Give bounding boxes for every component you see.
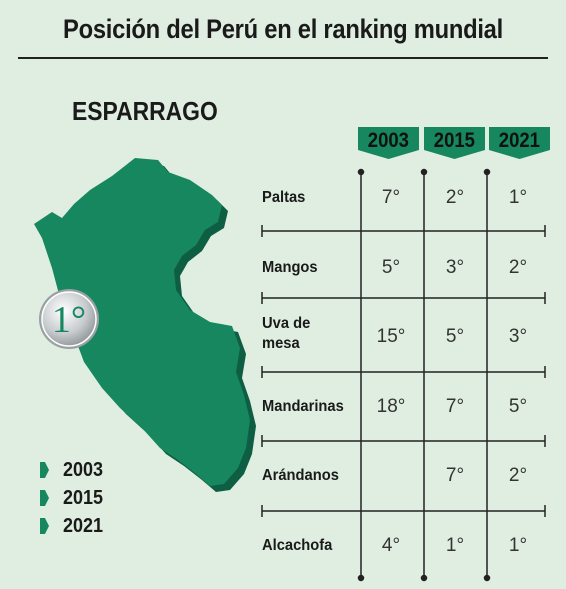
- row-label-paltas: Paltas: [262, 189, 306, 206]
- year-header-2021: 2021: [489, 127, 550, 159]
- cell-arandanos-2021: 2°: [508, 465, 528, 486]
- cell-uva-2021: 3°: [508, 326, 528, 347]
- cell-mangos-2021: 2°: [508, 257, 528, 278]
- legend: 2003 2015 2021: [40, 456, 108, 540]
- cell-arandanos-2015: 7°: [445, 465, 465, 486]
- medal-icon: 1°: [39, 289, 99, 349]
- cell-alcachofa-2015: 1°: [445, 535, 465, 556]
- legend-item-2015: 2015: [40, 484, 108, 512]
- cell-alcachofa-2003: 4°: [381, 535, 401, 556]
- legend-marker-icon: [40, 518, 49, 534]
- year-header-2015: 2015: [424, 127, 485, 159]
- legend-label: 2021: [63, 514, 104, 537]
- cell-paltas-2003: 7°: [381, 187, 401, 208]
- cell-alcachofa-2021: 1°: [508, 535, 528, 556]
- cell-paltas-2015: 2°: [445, 187, 465, 208]
- cell-mangos-2015: 3°: [445, 257, 465, 278]
- legend-item-2003: 2003: [40, 456, 108, 484]
- cell-uva-2015: 5°: [445, 326, 465, 347]
- legend-label: 2003: [63, 458, 104, 481]
- cell-mandarinas-2003: 18°: [376, 396, 406, 417]
- row-label-mandarinas: Mandarinas: [262, 398, 344, 415]
- row-label-arandanos: Arándanos: [262, 467, 339, 484]
- row-label-alcachofa: Alcachofa: [262, 537, 333, 554]
- legend-marker-icon: [40, 490, 49, 506]
- cell-mandarinas-2015: 7°: [445, 396, 465, 417]
- page-title: Posición del Perú en el ranking mundial: [63, 14, 503, 44]
- medal-rank: 1°: [52, 299, 86, 341]
- cell-mandarinas-2021: 5°: [508, 396, 528, 417]
- legend-item-2021: 2021: [40, 512, 108, 540]
- cell-mangos-2003: 5°: [381, 257, 401, 278]
- title-divider: [18, 57, 548, 59]
- year-header-2003: 2003: [358, 127, 419, 159]
- legend-label: 2015: [63, 486, 104, 509]
- cell-uva-2003: 15°: [376, 326, 406, 347]
- legend-marker-icon: [40, 462, 49, 478]
- cell-paltas-2021: 1°: [508, 187, 528, 208]
- product-heading: ESPARRAGO: [72, 96, 218, 126]
- row-label-mangos: Mangos: [262, 259, 318, 276]
- row-label-uva-line1: Uva de: [262, 315, 311, 332]
- row-label-uva-line2: mesa: [262, 335, 300, 352]
